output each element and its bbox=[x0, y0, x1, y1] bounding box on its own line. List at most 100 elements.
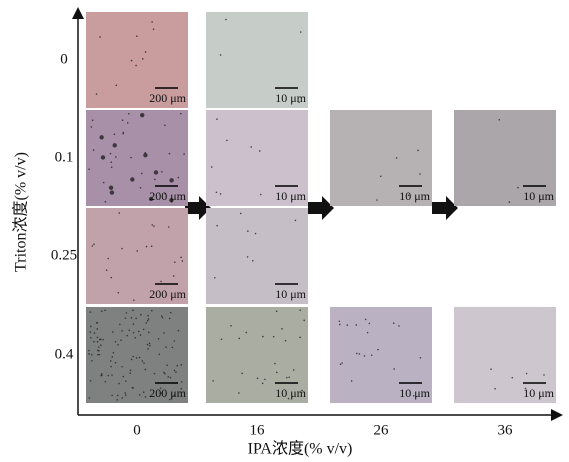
particle bbox=[118, 382, 120, 385]
particle bbox=[139, 186, 142, 189]
particle bbox=[175, 371, 177, 373]
particle bbox=[118, 212, 121, 214]
particle bbox=[147, 348, 149, 350]
particle bbox=[110, 276, 113, 279]
particle bbox=[144, 368, 147, 371]
particle bbox=[96, 349, 99, 352]
particle bbox=[138, 356, 141, 359]
particle bbox=[261, 382, 264, 385]
scale-label: 200 μm bbox=[149, 91, 186, 105]
particle bbox=[130, 156, 132, 159]
row-label: 0 bbox=[60, 51, 68, 67]
particle bbox=[150, 245, 153, 248]
column-label: 0 bbox=[133, 422, 141, 438]
particle bbox=[275, 371, 278, 374]
scale-label: 10 μm bbox=[275, 189, 306, 203]
particle bbox=[238, 337, 241, 340]
particle bbox=[288, 376, 290, 379]
particle bbox=[281, 327, 283, 330]
particle bbox=[298, 101, 300, 104]
panel-image bbox=[206, 12, 308, 108]
particle bbox=[132, 355, 134, 358]
particle bbox=[112, 143, 117, 148]
particle bbox=[111, 374, 113, 376]
particle bbox=[90, 337, 92, 339]
particle bbox=[142, 391, 145, 394]
particle bbox=[89, 379, 92, 382]
panel-image bbox=[206, 307, 308, 403]
particle bbox=[167, 226, 170, 228]
particle bbox=[168, 317, 171, 320]
panel-image bbox=[206, 208, 308, 304]
particle bbox=[110, 161, 113, 164]
particle bbox=[110, 365, 112, 368]
particle bbox=[292, 369, 295, 371]
particle bbox=[102, 338, 104, 341]
particle bbox=[88, 168, 90, 170]
particle bbox=[140, 112, 145, 118]
particle bbox=[97, 353, 99, 356]
particle bbox=[262, 335, 264, 338]
particle bbox=[157, 337, 160, 340]
particle bbox=[141, 360, 144, 362]
particle bbox=[95, 93, 98, 95]
particle bbox=[368, 322, 371, 325]
particle bbox=[350, 380, 353, 382]
particle bbox=[114, 361, 117, 364]
particle bbox=[517, 186, 519, 189]
particle bbox=[151, 224, 154, 226]
particle bbox=[143, 362, 145, 364]
particle bbox=[260, 193, 262, 196]
particle bbox=[543, 374, 545, 376]
particle bbox=[125, 312, 128, 314]
particle bbox=[241, 372, 243, 375]
panel-image bbox=[206, 110, 308, 206]
particle bbox=[180, 381, 183, 383]
particle bbox=[149, 344, 151, 347]
micrograph-panel: 10 μm bbox=[454, 110, 556, 206]
particle bbox=[393, 368, 395, 370]
particle bbox=[171, 346, 174, 349]
particle bbox=[376, 199, 378, 201]
particle bbox=[245, 331, 248, 334]
particle bbox=[219, 193, 222, 195]
particle bbox=[133, 299, 135, 301]
particle bbox=[216, 224, 218, 227]
particle bbox=[163, 371, 165, 374]
scale-label: 200 μm bbox=[149, 386, 186, 400]
particle bbox=[511, 376, 514, 379]
particle bbox=[173, 394, 175, 397]
particle bbox=[93, 332, 96, 334]
particle bbox=[395, 157, 398, 159]
particle bbox=[164, 372, 166, 375]
particle bbox=[121, 397, 124, 399]
particle bbox=[407, 194, 410, 197]
particle bbox=[239, 212, 242, 215]
particle bbox=[88, 397, 91, 399]
particle bbox=[256, 377, 259, 380]
particle bbox=[126, 334, 128, 337]
panel-image bbox=[330, 307, 432, 403]
particle bbox=[128, 329, 131, 332]
particle bbox=[211, 166, 213, 168]
particle bbox=[107, 257, 110, 260]
particle bbox=[109, 190, 115, 195]
particle bbox=[112, 331, 114, 333]
particle bbox=[148, 342, 151, 345]
micrograph-panel: 200 μm bbox=[86, 208, 188, 304]
particle bbox=[139, 334, 142, 336]
particle bbox=[117, 343, 119, 346]
particle bbox=[130, 358, 133, 361]
micrograph-panel: 10 μm bbox=[206, 307, 308, 403]
particle bbox=[96, 322, 98, 324]
particle bbox=[169, 311, 172, 314]
particle bbox=[180, 256, 182, 259]
particle bbox=[216, 118, 218, 120]
particle bbox=[116, 399, 119, 401]
particle bbox=[366, 331, 369, 334]
micrograph-panel: 200 μm bbox=[86, 12, 188, 108]
particle bbox=[140, 313, 142, 316]
particle bbox=[363, 355, 366, 357]
particle bbox=[226, 139, 228, 142]
scale-label: 10 μm bbox=[275, 287, 306, 301]
